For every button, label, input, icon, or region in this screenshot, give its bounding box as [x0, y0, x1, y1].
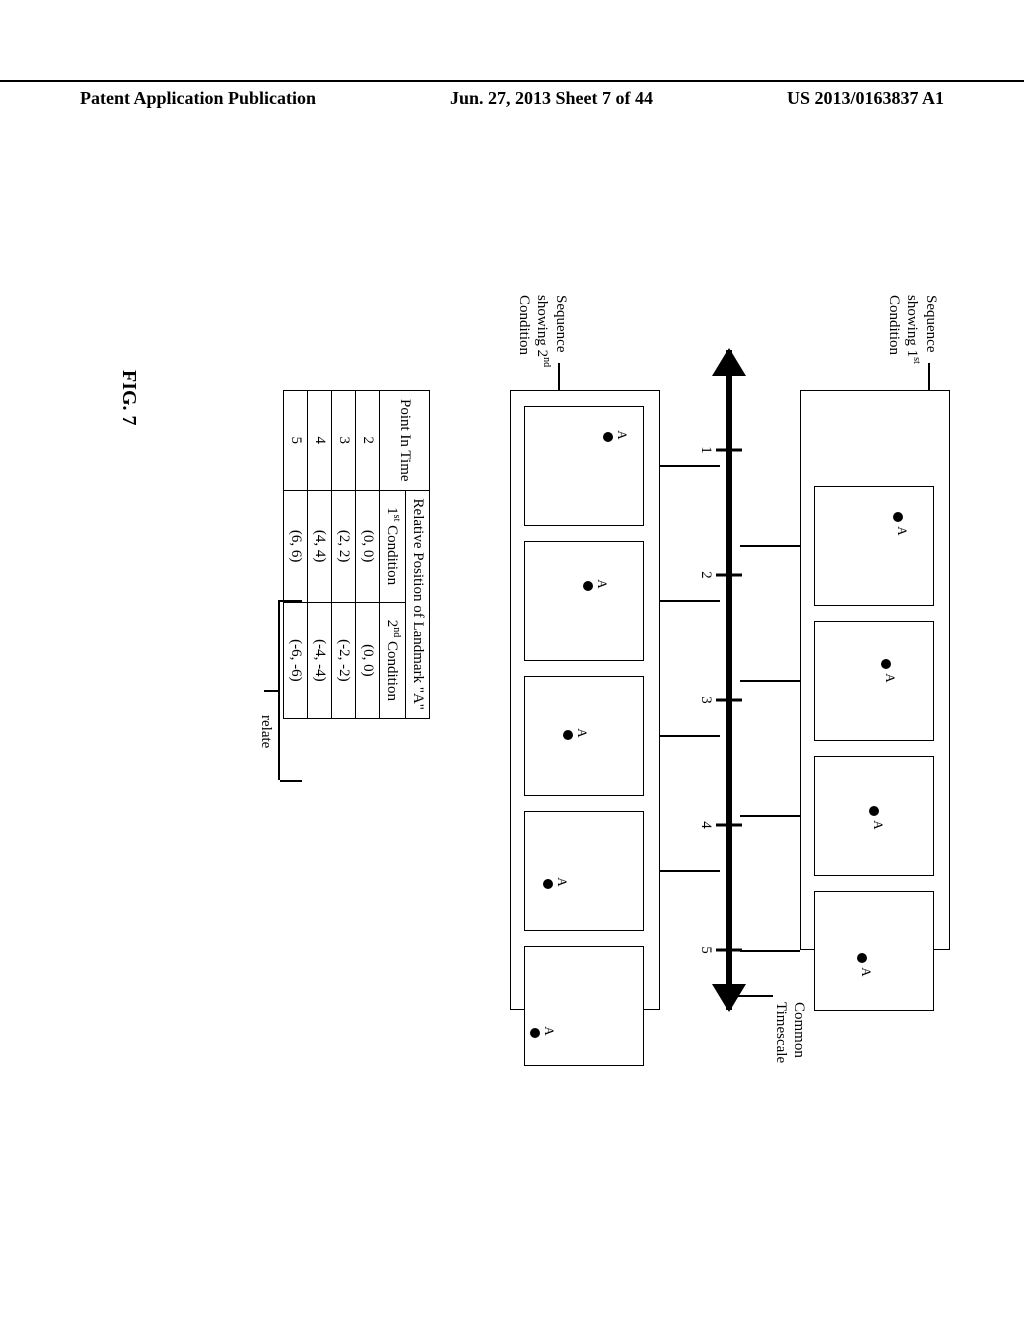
relate-bracket: relate — [247, 570, 302, 810]
connector-line — [740, 815, 800, 817]
landmark-label: A — [614, 430, 630, 439]
table-header-relative-position: Relative Position of Landmark "A" — [406, 490, 430, 718]
timeline-tick — [716, 574, 742, 577]
timeline-tick — [716, 699, 742, 702]
figure-caption: FIG. 7 — [117, 370, 140, 426]
landmark-label: A — [554, 877, 570, 886]
cell-2nd: (0, 0) — [356, 602, 380, 718]
header-center: Jun. 27, 2013 Sheet 7 of 44 — [450, 88, 653, 109]
frame-2nd: A — [524, 541, 644, 661]
frame-2nd: A — [524, 406, 644, 526]
landmark-dot — [543, 879, 553, 889]
diagram-rotated-wrap: Sequenceshowing 1stCondition Sequencesho… — [70, 310, 950, 1010]
timeline-tick — [716, 949, 742, 952]
landmark-dot — [583, 581, 593, 591]
table-header-2nd-condition: 2nd Condition — [380, 602, 406, 718]
timeline-tick — [716, 824, 742, 827]
relate-label: relate — [257, 715, 274, 748]
cell-1st: (4, 4) — [308, 490, 332, 602]
connector-line — [740, 680, 800, 682]
table-row: 3(2, 2)(-2, -2) — [332, 391, 356, 719]
frame-2nd: A — [524, 676, 644, 796]
cell-time: 4 — [308, 391, 332, 491]
page: Patent Application Publication Jun. 27, … — [0, 0, 1024, 1320]
cell-2nd: (-2, -2) — [332, 602, 356, 718]
landmark-dot — [893, 512, 903, 522]
label-sequence-2nd: Sequenceshowing 2ndCondition — [515, 295, 570, 367]
arrowhead-left-icon — [712, 348, 746, 376]
connector-line — [660, 465, 720, 467]
frame-1st: A — [814, 486, 934, 606]
frame-2nd: A — [524, 946, 644, 1066]
frame-1st: A — [814, 621, 934, 741]
strip-2nd-condition: AAAAA — [510, 390, 660, 1010]
connector-line — [660, 870, 720, 872]
table-row: 4(4, 4)(-4, -4) — [308, 391, 332, 719]
timeline-tick-label: 2 — [697, 571, 714, 579]
connector-line — [660, 735, 720, 737]
position-table: Point In Time Relative Position of Landm… — [283, 390, 430, 890]
connector-line — [660, 600, 720, 602]
timeline-tick — [716, 449, 742, 452]
arrowhead-right-icon — [712, 984, 746, 1012]
connector-line — [740, 950, 800, 952]
label-common-timescale: CommonTimescale — [772, 1002, 808, 1063]
diagram: Sequenceshowing 1stCondition Sequencesho… — [70, 310, 950, 1010]
landmark-label: A — [594, 579, 610, 588]
timeline-tick-label: 5 — [697, 946, 714, 954]
cell-1st: (0, 0) — [356, 490, 380, 602]
table-header-point-in-time: Point In Time — [380, 391, 430, 491]
header-left: Patent Application Publication — [80, 88, 316, 109]
landmark-dot — [857, 953, 867, 963]
cell-time: 2 — [356, 391, 380, 491]
landmark-label: A — [894, 526, 910, 535]
cell-1st: (2, 2) — [332, 490, 356, 602]
cell-2nd: (-4, -4) — [308, 602, 332, 718]
landmark-label: A — [541, 1026, 557, 1035]
landmark-label: A — [870, 820, 886, 829]
timeline-tick-label: 3 — [697, 696, 714, 704]
table-header-1st-condition: 1st Condition — [380, 490, 406, 602]
cell-time: 5 — [284, 391, 308, 491]
strip-1st-condition: AAAA — [800, 390, 950, 950]
landmark-label: A — [882, 673, 898, 682]
landmark-dot — [869, 806, 879, 816]
landmark-dot — [563, 730, 573, 740]
header-right: US 2013/0163837 A1 — [787, 88, 944, 109]
frame-1st: A — [814, 756, 934, 876]
table-row: 2(0, 0)(0, 0) — [356, 391, 380, 719]
label-sequence-1st: Sequenceshowing 1stCondition — [885, 295, 940, 364]
timeline-tick-label: 4 — [697, 821, 714, 829]
landmark-dot — [603, 432, 613, 442]
timeline: 12345 — [720, 350, 740, 1010]
landmark-label: A — [858, 967, 874, 976]
cell-time: 3 — [332, 391, 356, 491]
timeline-tick-label: 1 — [697, 446, 714, 454]
frame-1st: A — [814, 891, 934, 1011]
landmark-dot — [881, 659, 891, 669]
connector-line — [740, 545, 800, 547]
frame-2nd: A — [524, 811, 644, 931]
landmark-dot — [530, 1028, 540, 1038]
page-header: Patent Application Publication Jun. 27, … — [0, 80, 1024, 109]
landmark-label: A — [574, 728, 590, 737]
